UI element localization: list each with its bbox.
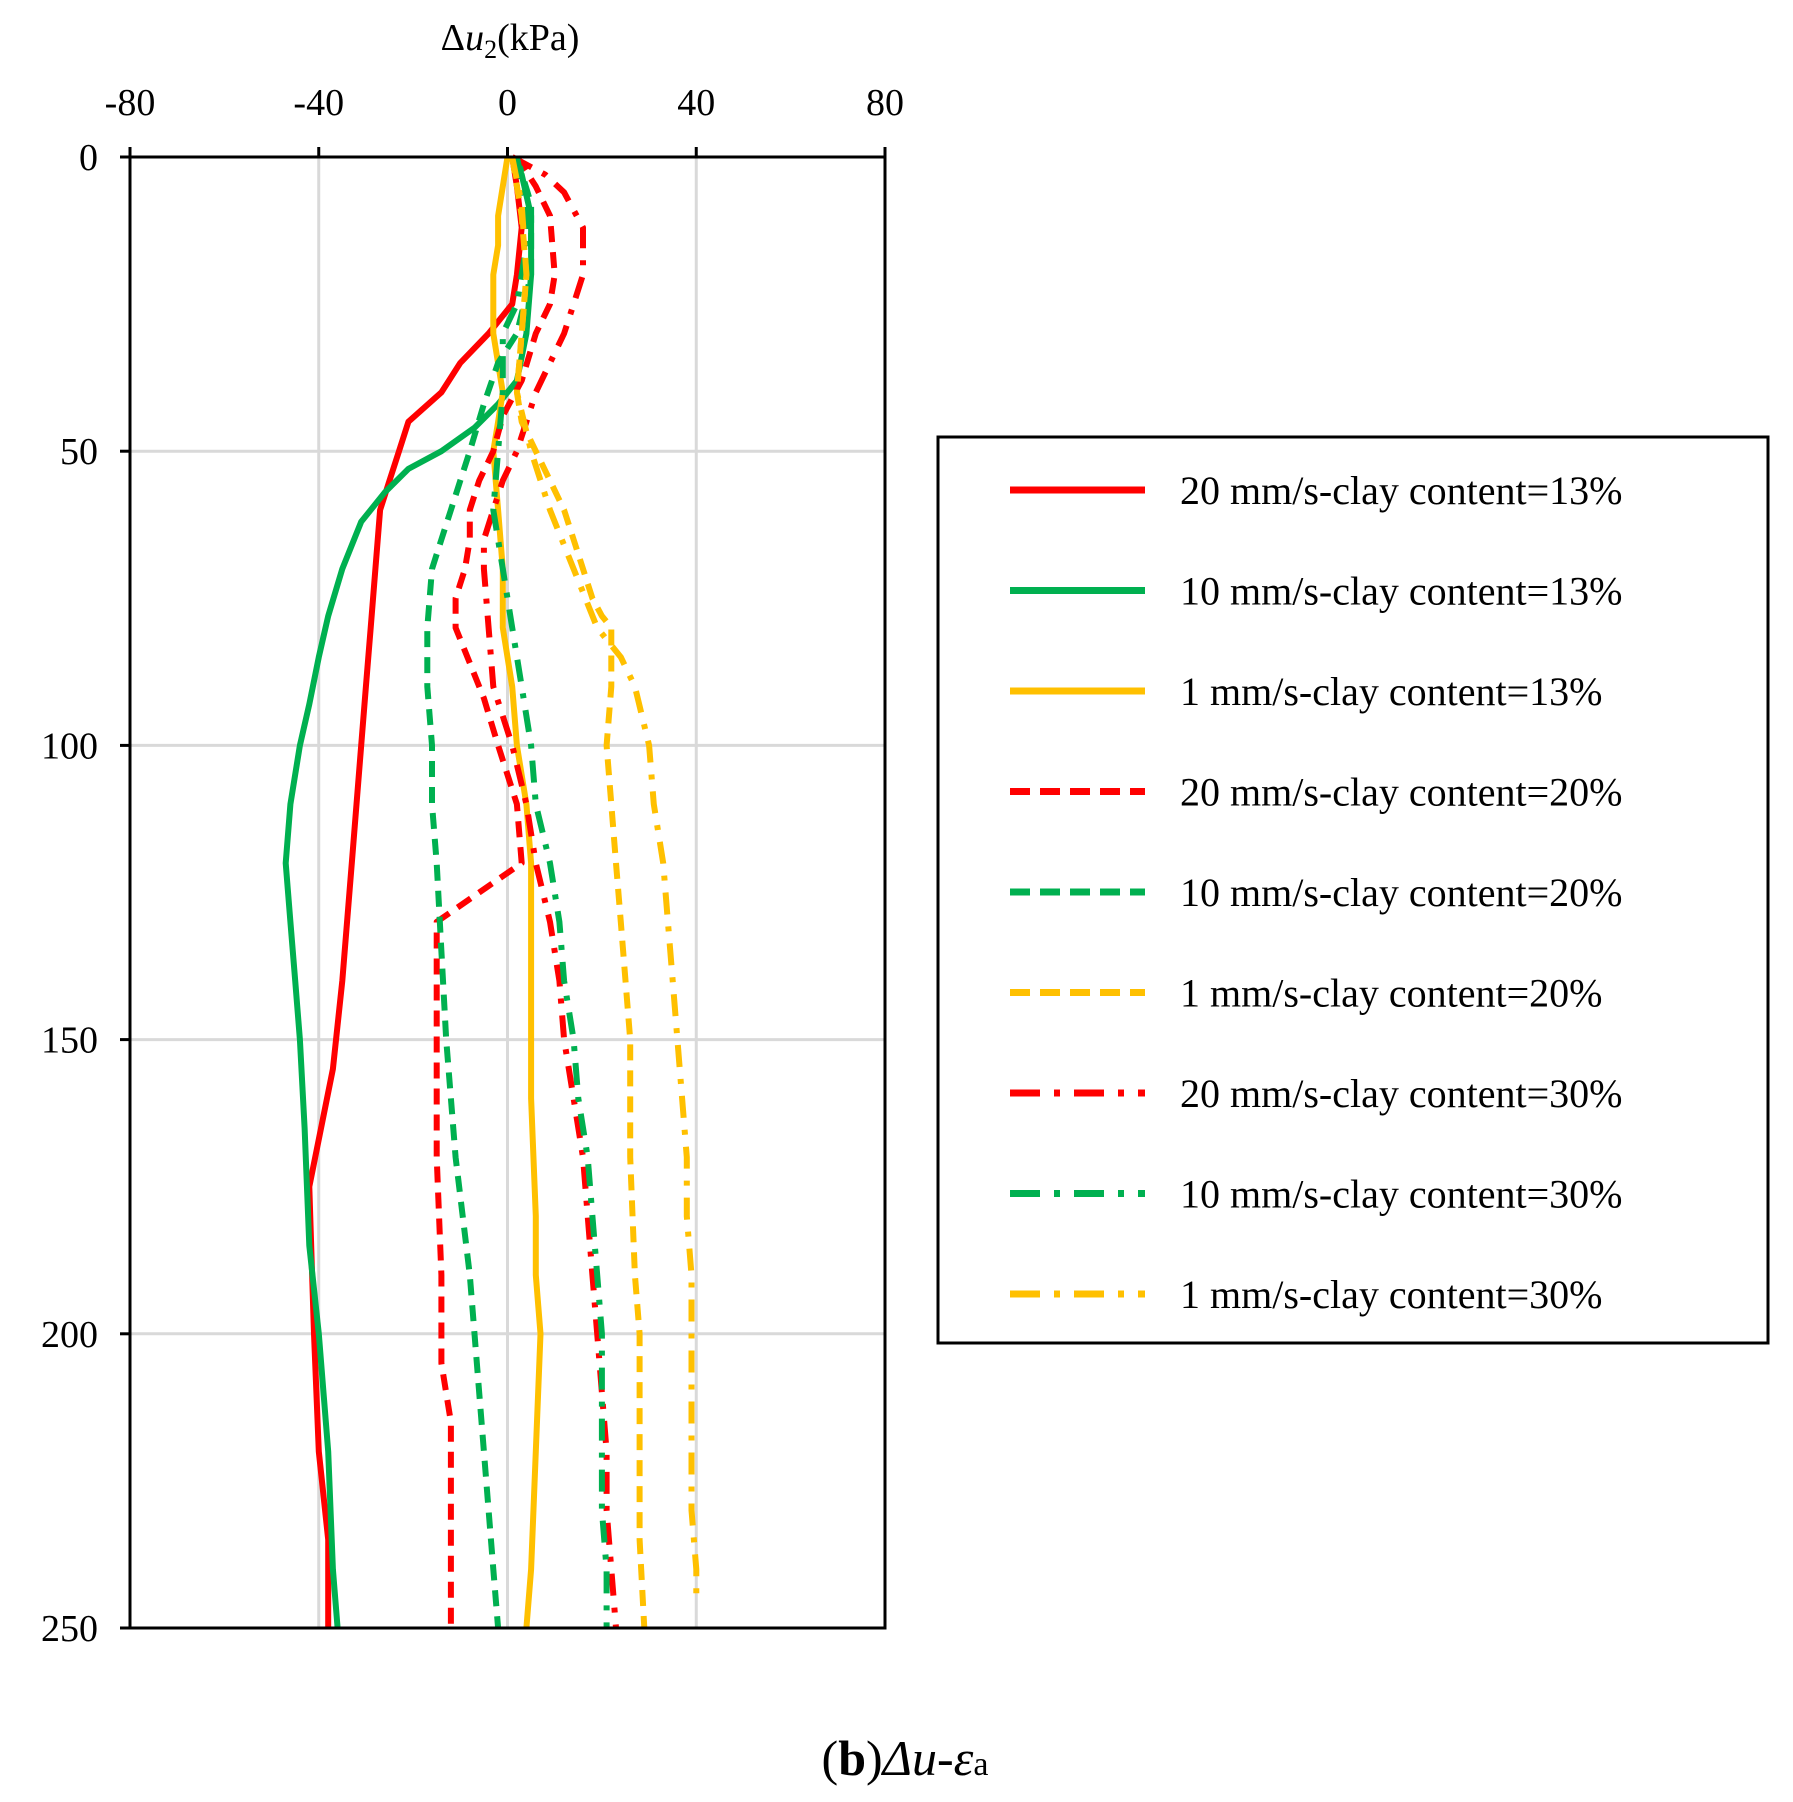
- legend-label: 20 mm/s-clay content=13%: [1180, 468, 1622, 513]
- legend-items: 20 mm/s-clay content=13% 10 mm/s-clay con…: [1010, 468, 1622, 1317]
- x-tick-label: -80: [105, 82, 156, 124]
- y-tick-label: 150: [41, 1020, 98, 1062]
- series-line-8: [490, 156, 610, 1628]
- series-line-1: [306, 156, 525, 1628]
- x-axis-ticks: -80 -40 0 40 80: [105, 82, 904, 157]
- legend-label: 1 mm/s-clay content=13%: [1180, 669, 1602, 714]
- legend-label: 10 mm/s-clay content=13%: [1180, 569, 1622, 614]
- legend-label: 10 mm/s-clay content=20%: [1180, 870, 1622, 915]
- legend-label: 1 mm/s-clay content=30%: [1180, 1272, 1602, 1317]
- series-layer: [282, 154, 700, 1629]
- y-tick-label: 200: [41, 1314, 98, 1356]
- x-axis-title: Δu2(kPa): [441, 17, 580, 64]
- x-tick-label: -40: [293, 82, 344, 124]
- series-line-2: [282, 155, 535, 1629]
- y-tick-label: 0: [79, 137, 98, 179]
- legend-label: 10 mm/s-clay content=30%: [1180, 1172, 1622, 1217]
- x-tick-label: 80: [866, 82, 904, 124]
- legend: 20 mm/s-clay content=13% 10 mm/s-clay con…: [936, 435, 1770, 1345]
- y-axis-ticks: 0 50 100 150 200 250: [41, 137, 130, 1650]
- series-line-9: [509, 156, 700, 1599]
- x-tick-label: 40: [677, 82, 715, 124]
- legend-label: 1 mm/s-clay content=20%: [1180, 971, 1602, 1016]
- grid-lines: [130, 157, 885, 1628]
- series-line-6: [509, 156, 648, 1629]
- series-line-7: [480, 154, 619, 1629]
- y-tick-label: 250: [41, 1608, 98, 1650]
- x-tick-label: 0: [498, 82, 517, 124]
- legend-label: 20 mm/s-clay content=20%: [1180, 770, 1622, 815]
- y-tick-label: 100: [41, 725, 98, 767]
- series-line-3: [490, 156, 544, 1629]
- legend-label: 20 mm/s-clay content=30%: [1180, 1071, 1622, 1116]
- series-line-4: [433, 155, 558, 1628]
- y-tick-label: 50: [60, 431, 98, 473]
- figure-caption: (b)Δu-εa: [822, 1730, 989, 1786]
